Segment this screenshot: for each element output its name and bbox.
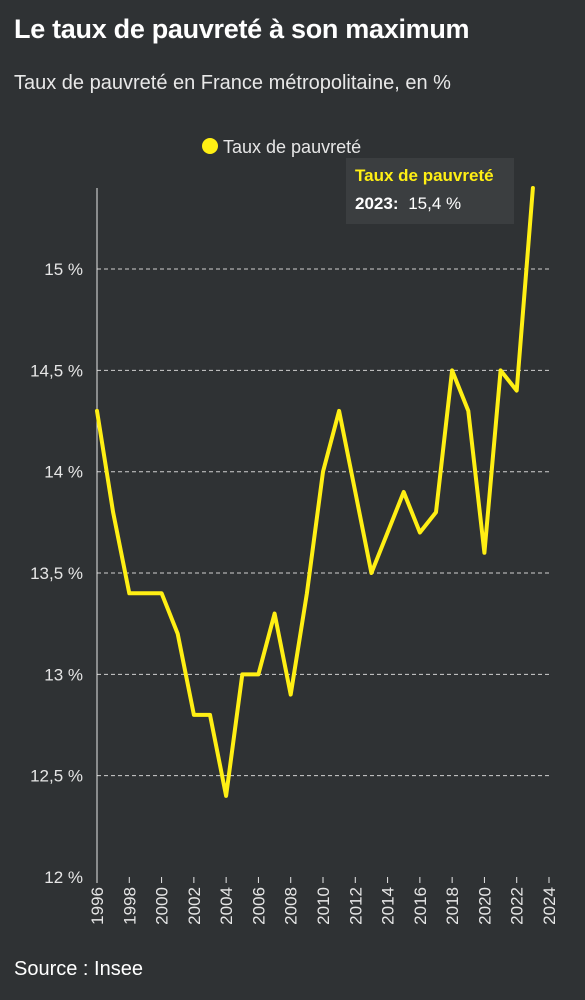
legend: Taux de pauvreté [202, 137, 361, 157]
x-tick-label: 2024 [540, 887, 559, 925]
source-note: Source : Insee [14, 958, 143, 980]
series-line-taux-de-pauvrete[interactable] [95, 186, 535, 798]
data-point[interactable] [188, 709, 200, 721]
x-tick-label: 2004 [217, 887, 236, 925]
x-axis-ticks: 1996 1998 2000 2002 2004 2006 2008 2010 2012 2014… [88, 877, 559, 925]
x-tick-label: 2012 [346, 887, 365, 925]
y-tick-label: 14 % [44, 463, 83, 482]
chart-title: Le taux de pauvreté à son maximum [14, 14, 470, 44]
x-tick-label: 2020 [475, 887, 494, 925]
series-points [91, 182, 539, 802]
x-tick-label: 2002 [185, 887, 204, 925]
x-tick-label: 2010 [314, 887, 333, 925]
data-point[interactable] [382, 527, 394, 539]
data-point[interactable] [123, 587, 135, 599]
data-point[interactable] [204, 709, 216, 721]
data-point[interactable] [236, 668, 248, 680]
data-point[interactable] [220, 790, 232, 802]
data-point[interactable] [414, 527, 426, 539]
data-point[interactable] [495, 364, 507, 376]
data-point[interactable] [107, 506, 119, 518]
y-tick-label: 13 % [44, 665, 83, 684]
x-tick-label: 2008 [282, 887, 301, 925]
x-tick-label: 2022 [508, 887, 527, 925]
legend-label: Taux de pauvreté [223, 137, 361, 157]
y-tick-label: 12 % [44, 868, 83, 887]
data-point[interactable] [527, 182, 539, 194]
x-tick-label: 1998 [120, 887, 139, 925]
data-point[interactable] [91, 405, 103, 417]
data-point[interactable] [511, 385, 523, 397]
data-point[interactable] [285, 689, 297, 701]
legend-marker [202, 138, 218, 154]
y-tick-label: 12,5 % [30, 767, 83, 786]
tooltip-title: Taux de pauvreté [355, 166, 494, 185]
data-point[interactable] [172, 628, 184, 640]
y-tick-label: 13,5 % [30, 564, 83, 583]
data-point[interactable] [349, 486, 361, 498]
data-point[interactable] [430, 506, 442, 518]
x-tick-label: 2006 [249, 887, 268, 925]
data-point[interactable] [317, 466, 329, 478]
tooltip-value: 2023: 15,4 % [355, 194, 461, 213]
y-axis-ticks: 12 % 12,5 % 13 % 13,5 % 14 % 14,5 % 15 % [30, 260, 83, 887]
data-point[interactable] [478, 547, 490, 559]
y-tick-label: 15 % [44, 260, 83, 279]
data-point[interactable] [301, 587, 313, 599]
tooltip-year: 2023: [355, 194, 398, 213]
data-point[interactable] [446, 364, 458, 376]
data-point[interactable] [139, 587, 151, 599]
x-tick-label: 2016 [411, 887, 430, 925]
tooltip: Taux de pauvreté 2023: 15,4 % [346, 158, 514, 224]
chart-subtitle: Taux de pauvreté en France métropolitain… [14, 72, 451, 94]
data-point[interactable] [252, 668, 264, 680]
x-tick-label: 2014 [379, 887, 398, 925]
tooltip-background [346, 158, 514, 224]
y-tick-label: 14,5 % [30, 361, 83, 380]
data-point[interactable] [156, 587, 168, 599]
x-tick-label: 1996 [88, 887, 107, 925]
tooltip-value-text: 15,4 % [408, 194, 461, 213]
x-tick-label: 2000 [153, 887, 172, 925]
x-tick-label: 2018 [443, 887, 462, 925]
line-chart: 12 %12,5 %13 %13,5 %14 %14,5 %15 % 1996 1… [30, 137, 559, 925]
data-point[interactable] [462, 405, 474, 417]
data-point[interactable] [333, 405, 345, 417]
data-point[interactable] [269, 608, 281, 620]
data-point[interactable] [365, 567, 377, 579]
data-point[interactable] [398, 486, 410, 498]
